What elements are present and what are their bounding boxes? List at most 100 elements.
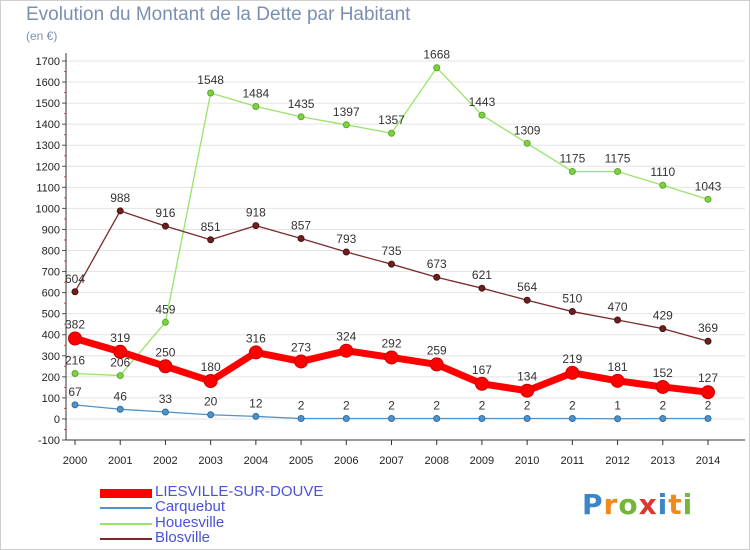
data-label-liesville: 167 [472, 363, 492, 377]
data-label-houesville: 1110 [650, 165, 675, 179]
data-point-carquebut [704, 415, 712, 423]
data-label-houesville: 206 [110, 356, 130, 370]
x-tick-label: 2012 [605, 455, 629, 467]
data-point-blosville [659, 325, 667, 333]
x-tick-label: 2013 [651, 455, 675, 467]
data-point-carquebut [478, 415, 486, 423]
axes: -100 0 100 200 300 400 500 600 700 800 900 1000 1100… [36, 53, 745, 467]
y-tick-label: 1500 [36, 98, 60, 110]
data-label-liesville: 382 [65, 318, 85, 332]
data-point-carquebut [297, 415, 305, 423]
y-tick-label: 1200 [36, 161, 60, 173]
data-label-blosville: 369 [698, 321, 718, 335]
data-label-liesville: 181 [608, 360, 628, 374]
data-label-houesville: 1397 [333, 105, 360, 119]
data-label-carquebut: 2 [343, 399, 350, 413]
data-label-houesville: 1484 [243, 86, 270, 100]
data-point-liesville [248, 345, 263, 360]
data-point-blosville [523, 296, 531, 304]
data-label-liesville: 316 [246, 331, 266, 345]
data-label-carquebut: 1 [614, 399, 621, 413]
data-label-liesville: 134 [517, 370, 537, 384]
data-label-blosville: 673 [427, 257, 447, 271]
y-tick-label: -100 [38, 435, 60, 447]
data-point-houesville [116, 372, 124, 380]
data-label-carquebut: 2 [659, 399, 666, 413]
data-point-liesville [474, 376, 489, 391]
data-point-houesville [704, 195, 712, 203]
data-point-carquebut [71, 401, 79, 409]
data-label-liesville: 219 [562, 352, 582, 366]
data-point-liesville [384, 350, 399, 365]
data-label-houesville: 1668 [423, 48, 450, 62]
data-point-liesville [429, 357, 444, 372]
y-tick-label: 1100 [36, 182, 60, 194]
data-label-carquebut: 46 [114, 389, 128, 403]
legend-swatch-blosville [100, 538, 152, 540]
x-tick-label: 2003 [198, 455, 222, 467]
x-tick-label: 2014 [696, 455, 720, 467]
data-point-houesville [568, 168, 576, 176]
data-point-houesville [523, 139, 531, 147]
data-point-liesville [565, 365, 580, 380]
x-tick-label: 2007 [379, 455, 403, 467]
data-label-liesville: 292 [381, 336, 401, 350]
data-point-houesville [478, 111, 486, 119]
data-label-houesville: 216 [65, 353, 85, 367]
legend-item-houesville: Houesville [100, 514, 400, 532]
data-point-blosville [116, 207, 124, 215]
chart-subtitle: (en €) [26, 29, 58, 43]
data-point-liesville [610, 373, 625, 388]
data-label-blosville: 564 [517, 280, 537, 294]
data-label-houesville: 1043 [695, 179, 722, 193]
data-label-blosville: 918 [246, 206, 266, 220]
data-point-houesville [388, 129, 395, 137]
y-tick-label: 700 [42, 267, 60, 279]
data-label-carquebut: 2 [569, 399, 576, 413]
y-tick-label: 100 [42, 393, 60, 405]
data-point-carquebut [207, 411, 215, 419]
data-point-houesville [433, 64, 441, 72]
x-tick-label: 2010 [515, 455, 539, 467]
data-label-carquebut: 2 [524, 399, 531, 413]
x-tick-label: 2002 [153, 455, 177, 467]
data-label-houesville: 1175 [559, 152, 585, 166]
data-label-carquebut: 2 [433, 399, 440, 413]
data-point-blosville [614, 316, 622, 324]
y-tick-label: 200 [42, 372, 60, 384]
data-point-blosville [161, 222, 169, 230]
data-label-houesville: 1357 [378, 113, 405, 127]
data-label-liesville: 250 [155, 345, 175, 359]
data-label-blosville: 429 [653, 309, 673, 323]
data-label-carquebut: 33 [159, 392, 173, 406]
data-point-blosville [704, 337, 712, 345]
data-label-blosville: 510 [562, 292, 582, 306]
data-point-carquebut [568, 415, 576, 423]
data-point-houesville [297, 113, 305, 121]
legend-label-blosville: Blosville [155, 529, 211, 546]
proxiti-logo: Proxiti [582, 488, 694, 521]
data-label-blosville: 916 [155, 206, 175, 220]
data-point-liesville [701, 385, 715, 400]
grid-lines [66, 60, 745, 441]
data-point-houesville [71, 369, 79, 377]
data-point-houesville [342, 121, 350, 129]
y-tick-label: 1000 [36, 203, 60, 215]
data-point-blosville [388, 260, 395, 268]
data-point-liesville [655, 379, 670, 394]
data-label-carquebut: 20 [204, 395, 218, 409]
y-tick-label: 800 [42, 246, 60, 258]
y-tick-label: 300 [42, 351, 60, 363]
y-tick-label: 0 [54, 414, 60, 426]
data-label-blosville: 988 [110, 191, 130, 205]
legend-label-houesville: Houesville [155, 514, 225, 531]
data-label-blosville: 470 [608, 300, 628, 314]
data-label-blosville: 857 [291, 218, 311, 232]
data-point-carquebut [161, 408, 169, 416]
data-point-blosville [433, 273, 441, 281]
data-label-liesville: 127 [698, 371, 718, 385]
data-point-liesville [294, 354, 309, 369]
legend-swatch-carquebut [100, 507, 152, 509]
x-tick-label: 2004 [244, 455, 268, 467]
